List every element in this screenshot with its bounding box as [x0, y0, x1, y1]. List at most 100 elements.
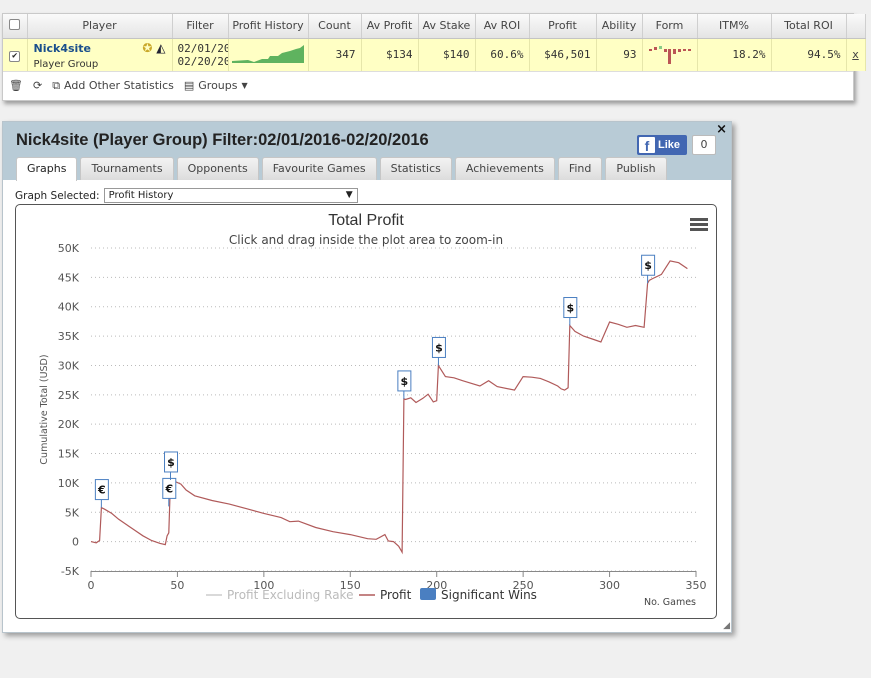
tab-favourite-games[interactable]: Favourite Games: [261, 157, 377, 180]
win-flag-label: $: [644, 259, 652, 272]
add-columns-icon: ⧉: [52, 78, 61, 92]
stats-header-row: Player Filter Profit History Count Av Pr…: [3, 14, 866, 39]
close-icon[interactable]: ×: [716, 122, 727, 137]
remove-row-cell[interactable]: x: [846, 38, 866, 71]
av-stake-cell: $140: [418, 38, 476, 71]
itm-cell: 18.2%: [697, 38, 772, 71]
y-tick-label: 0: [72, 536, 79, 549]
tab-tournaments[interactable]: Tournaments: [80, 157, 174, 180]
row-checkbox[interactable]: ✔: [9, 50, 21, 62]
win-flag: [641, 254, 656, 276]
add-statistics-label: Add Other Statistics: [64, 79, 174, 92]
filter-to: 02/20/20: [177, 54, 228, 68]
form-chart: [648, 46, 691, 65]
header-form[interactable]: Form: [642, 14, 698, 39]
header-itm[interactable]: ITM%: [697, 14, 772, 39]
header-av-roi[interactable]: Av ROI: [475, 14, 530, 39]
x-tick-label: 50: [170, 579, 184, 592]
tab-statistics[interactable]: Statistics: [379, 157, 452, 180]
chart-menu-icon[interactable]: [690, 218, 708, 232]
resize-handle-icon[interactable]: ◢: [723, 621, 730, 631]
x-axis-title: No. Games: [644, 597, 696, 608]
header-total-roi[interactable]: Total ROI: [771, 14, 847, 39]
win-flag: [431, 336, 446, 358]
y-tick-label: 35K: [58, 330, 80, 343]
player-detail-window: Nick4site (Player Group) Filter:02/01/20…: [2, 121, 732, 633]
win-flag: [162, 477, 177, 499]
header-ability[interactable]: Ability: [596, 14, 643, 39]
tab-opponents[interactable]: Opponents: [176, 157, 259, 180]
refresh-icon[interactable]: ⟳: [32, 79, 43, 92]
player-cell[interactable]: Nick4site Player Group ✪ ◭: [27, 38, 173, 71]
win-flag-label: €: [164, 482, 173, 495]
graph-select-row: Graph Selected: Profit History ▼: [15, 188, 358, 203]
select-all-checkbox[interactable]: [9, 18, 21, 30]
graph-select-value: Profit History: [108, 190, 174, 201]
header-remove: [846, 14, 866, 39]
row-select-cell[interactable]: ✔: [3, 38, 28, 71]
tab-graphs[interactable]: Graphs: [16, 157, 78, 181]
filter-from: 02/01/20: [177, 41, 228, 55]
y-tick-label: 25K: [58, 389, 80, 402]
facebook-like-button[interactable]: f Like: [637, 135, 687, 155]
x-tick-label: 150: [340, 579, 361, 592]
header-profit-history[interactable]: Profit History: [228, 14, 309, 39]
table-row[interactable]: ✔ Nick4site Player Group ✪ ◭ 02/01/20 02…: [3, 38, 866, 71]
profit-cell: $46,501: [529, 38, 597, 71]
chevron-down-icon: ▼: [241, 81, 248, 90]
add-statistics-button[interactable]: ⧉ Add Other Statistics: [52, 79, 174, 93]
select-all-header[interactable]: [3, 14, 28, 39]
player-type: Player Group: [33, 58, 99, 70]
facebook-like-count: 0: [692, 135, 716, 155]
player-name-link[interactable]: Nick4site: [33, 41, 92, 55]
win-flag-label: $: [167, 456, 175, 469]
header-filter[interactable]: Filter: [172, 14, 229, 39]
tab-achievements[interactable]: Achievements: [454, 157, 555, 180]
av-roi-cell: 60.6%: [475, 38, 530, 71]
win-flag-label: $: [435, 341, 443, 354]
header-av-stake[interactable]: Av Stake: [418, 14, 476, 39]
tab-find[interactable]: Find: [557, 157, 603, 180]
filter-cell: 02/01/20 02/20/20: [172, 38, 229, 71]
total-roi-cell: 94.5%: [771, 38, 847, 71]
x-tick-label: 350: [686, 579, 707, 592]
trash-icon[interactable]: 🗑: [9, 79, 23, 92]
y-tick-label: 20K: [58, 418, 80, 431]
y-tick-label: -5K: [61, 565, 80, 578]
win-flag: [397, 370, 412, 392]
facebook-like-label: Like: [658, 139, 681, 151]
header-count[interactable]: Count: [308, 14, 362, 39]
stats-toolbar: 🗑 ⟳ ⧉ Add Other Statistics ▤ Groups ▼: [3, 71, 853, 99]
y-tick-label: 30K: [58, 359, 80, 372]
shark-icon: ◭: [156, 40, 166, 55]
x-tick-label: 0: [88, 579, 95, 592]
count-cell: 347: [308, 38, 362, 71]
graph-select-dropdown[interactable]: Profit History ▼: [103, 188, 358, 203]
graph-selected-label: Graph Selected:: [15, 189, 100, 202]
window-header: Nick4site (Player Group) Filter:02/01/20…: [3, 122, 731, 181]
player-stats-panel: Player Filter Profit History Count Av Pr…: [2, 13, 866, 101]
legend-label: Significant Wins: [441, 588, 537, 602]
profit-chart[interactable]: -5K 0 5K 10K 15K 20K 25K 30K 35K 40K 45K 50K 0 50 100 1…: [16, 205, 718, 620]
groups-dropdown[interactable]: ▤ Groups ▼: [184, 79, 248, 92]
y-tick-label: 50K: [58, 242, 80, 255]
legend-symbol: [420, 588, 436, 600]
header-profit[interactable]: Profit: [529, 14, 597, 39]
chart-title: Total Profit: [328, 212, 404, 229]
win-flag: [164, 451, 179, 473]
remove-row-link[interactable]: x: [852, 48, 859, 62]
ability-cell: 93: [596, 38, 643, 71]
legend-label: Profit: [380, 588, 412, 602]
header-player[interactable]: Player: [27, 14, 173, 39]
header-av-profit[interactable]: Av Profit: [361, 14, 419, 39]
window-title: Nick4site (Player Group) Filter:02/01/20…: [16, 131, 429, 149]
x-tick-label: 250: [513, 579, 534, 592]
y-tick-label: 5K: [65, 506, 80, 519]
y-tick-label: 10K: [58, 477, 80, 490]
groups-icon: ▤: [183, 79, 195, 92]
tab-publish[interactable]: Publish: [605, 157, 667, 180]
sparkline-chart: [232, 45, 304, 64]
chart-container[interactable]: -5K 0 5K 10K 15K 20K 25K 30K 35K 40K 45K 50K 0 50 100 1…: [15, 204, 717, 619]
groups-label: Groups: [198, 79, 238, 92]
profit-series-line: [90, 260, 688, 555]
